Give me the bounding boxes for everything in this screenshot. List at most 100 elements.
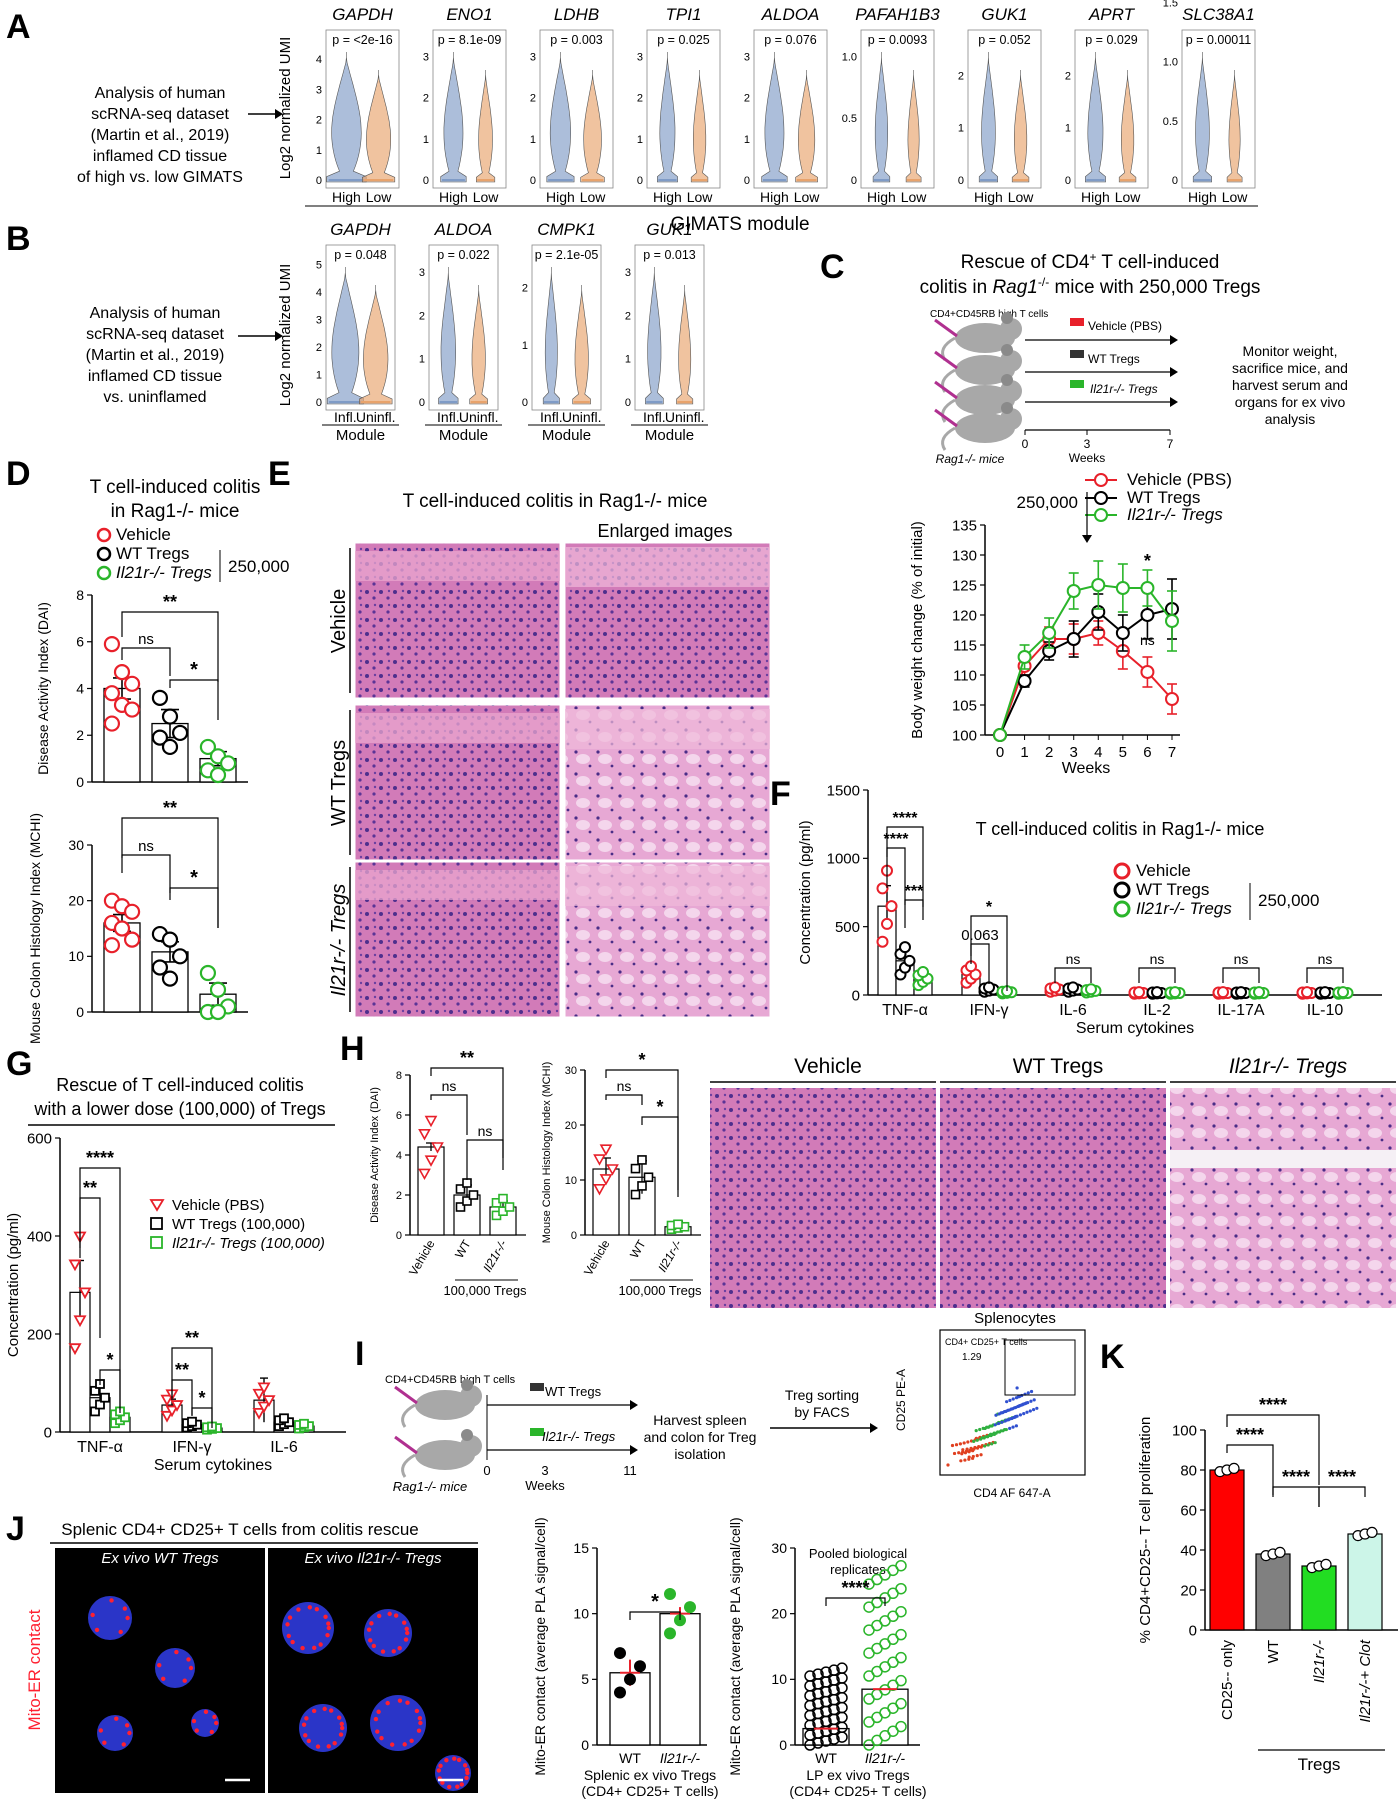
group-label: Tregs [1298, 1755, 1341, 1774]
gene-name: GUK1 [646, 220, 692, 239]
data-point [1042, 626, 1057, 640]
x-tick-label: 6 [1143, 744, 1151, 761]
violin-low [580, 70, 605, 183]
data-point [252, 1407, 266, 1420]
nucleus [364, 1609, 412, 1657]
legend-marker [1113, 862, 1131, 880]
significance-label: **** [884, 831, 910, 848]
facs-event [992, 1432, 996, 1436]
significance-label: ** [460, 1048, 474, 1068]
legend-label: WT Tregs (100,000) [172, 1216, 305, 1233]
p-value: p = 0.025 [657, 33, 710, 47]
significance-label: **** [893, 810, 919, 827]
y-tick-label: 0 [851, 175, 857, 187]
panel-a-side-text: Analysis of human scRNA-seq dataset (Mar… [77, 85, 243, 186]
y-tick-label: 4 [76, 680, 84, 696]
group-label: Infl. [437, 409, 460, 425]
y-tick-label: 1 [316, 370, 322, 382]
arrow-head [275, 331, 283, 341]
tick-unit: Weeks [525, 1478, 565, 1493]
mouse-body [955, 385, 1015, 415]
panel-f-cytokine-chart: 0 500 1000 1500 Concentration (pg/ml) TNF-α IF… [797, 782, 1382, 1037]
group-label: Low [473, 189, 500, 205]
significance-bracket [121, 817, 219, 928]
data-point [674, 1614, 686, 1627]
data-point [279, 1413, 289, 1424]
histology-image [940, 1088, 1166, 1308]
data-point [1049, 981, 1061, 994]
pla-signal [306, 1738, 312, 1744]
facs-event [1001, 1411, 1005, 1415]
group-label: High [1188, 189, 1217, 205]
facs-event [1007, 1408, 1011, 1412]
facs-event [996, 1421, 1001, 1426]
mouse-ear [1001, 374, 1013, 386]
pla-signal [188, 1665, 194, 1671]
pla-signal [323, 1614, 328, 1620]
panel-j-title: Splenic CD4+ CD25+ T cells from colitis … [61, 1520, 418, 1539]
y-tick-label: 20 [565, 1120, 577, 1132]
panel-c-cells-label: CD4+CD45RB high T cells [930, 309, 1048, 320]
x-tick-label: Il21r-/- [660, 1750, 701, 1766]
y-tick-label: 115 [953, 637, 977, 654]
facs-event [962, 1441, 966, 1445]
y-tick-label: 110 [953, 667, 977, 684]
y-tick-label: 1 [625, 354, 631, 366]
data-point [593, 1184, 606, 1196]
pla-signal [122, 1606, 128, 1611]
facs-event [982, 1436, 986, 1440]
mouse-body [955, 323, 1015, 353]
data-point [1301, 986, 1313, 999]
violin-high [440, 52, 467, 183]
data-point [684, 1601, 696, 1614]
facs-frame [939, 1329, 1086, 1476]
y-tick-label: 1 [522, 340, 528, 352]
facs-event [1031, 1408, 1036, 1412]
panel-i-cells-label: CD4+CD45RB high T cells [385, 1374, 516, 1386]
significance-bracket [1306, 967, 1344, 983]
x-axis-label: Serum cytokines [154, 1457, 272, 1474]
data-point [418, 1168, 431, 1181]
data-point [123, 701, 141, 718]
gene-name: ENO1 [446, 5, 492, 24]
side-text-line: inflamed CD tissue [93, 148, 227, 165]
significance-label: ** [175, 1360, 189, 1380]
panel-c-mice [934, 312, 1084, 451]
significance-label: ns [442, 1078, 457, 1094]
panel-d: T cell-induced colitis in Rag1-/- mice V… [27, 477, 289, 1044]
x-tick-label: 1 [1020, 744, 1028, 761]
data-point [1115, 626, 1130, 640]
panel-j-lp-chart: 0 10 20 30 Mito-ER contact (average PLA sign… [727, 1517, 927, 1799]
significance-bracket [825, 1597, 886, 1606]
panel-c-timeline: Vehicle (PBS) WT Tregs Il21r-/- Tregs 0 … [936, 319, 1178, 466]
y-tick-label: 20 [68, 893, 84, 909]
pla-signal [417, 1716, 423, 1721]
data-point [1253, 986, 1265, 999]
data-point [643, 1172, 654, 1183]
nucleus [299, 1704, 347, 1752]
violin-low [362, 70, 396, 183]
pla-signal [94, 1627, 100, 1633]
violin-uninfl [359, 285, 393, 405]
legend-marker [1094, 491, 1108, 505]
significance-label: ns [1150, 951, 1165, 967]
facs-event [1008, 1426, 1012, 1430]
group-label: Low [1008, 189, 1035, 205]
p-value: p = 0.00011 [1186, 33, 1252, 47]
y-axis-label: Concentration (pg/ml) [5, 1213, 22, 1357]
violin-plot-frame [428, 244, 499, 411]
pla-signal [191, 1718, 197, 1724]
pla-signal [124, 1723, 130, 1728]
facs-event [967, 1457, 971, 1461]
tissue-layer [565, 866, 770, 906]
pla-signal [326, 1625, 331, 1631]
y-tick-label: 30 [771, 1540, 787, 1556]
pla-signal [322, 1706, 327, 1712]
data-point [151, 729, 169, 746]
panel-letter-I: I [355, 1335, 364, 1373]
significance-label: ** [185, 1328, 199, 1348]
mouse-tail [401, 1403, 416, 1428]
image-label: Ex vivo Il21r-/- Tregs [305, 1550, 442, 1567]
